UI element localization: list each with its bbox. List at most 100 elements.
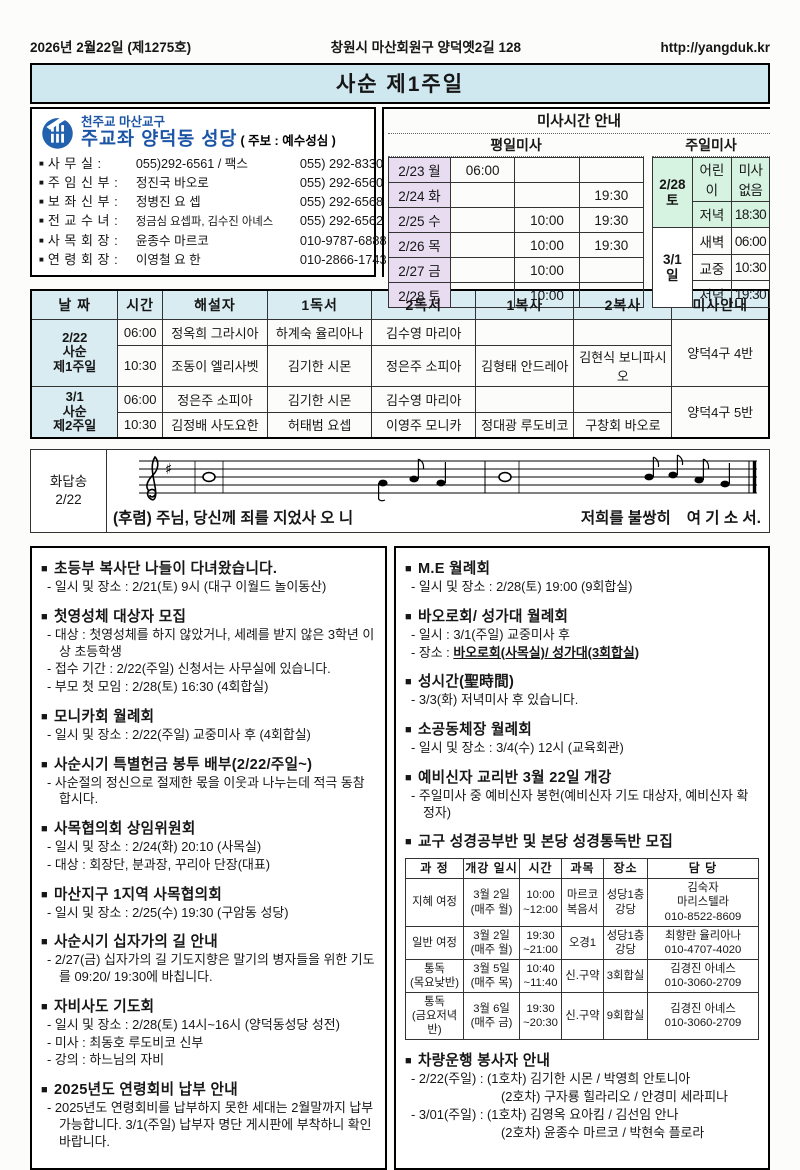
announcement-line: - 2025년도 연령회비를 납부하지 못한 세대는 2월말까지 납부 가능합니…	[47, 1100, 374, 1149]
weekday-time-cell: 10:00	[514, 207, 580, 233]
schedule-cell: 정대광 루도비코	[475, 411, 575, 439]
bible-cell: 통독 (목요낮반)	[405, 958, 464, 994]
weekday-mass-row: 2/25 수 10:00 19:30	[388, 207, 645, 233]
note-group-2	[644, 454, 731, 488]
bible-cell: 김경진 아녜스 010-3060-2709	[647, 958, 759, 994]
bible-column-header: 개강 일시	[463, 858, 520, 880]
bible-header-row: 과 정 개강 일시 시간 과목 장소 담 당	[405, 858, 759, 880]
bible-column-header: 시간	[519, 858, 562, 880]
weekday-mass-row: 2/23 월 06:00	[388, 157, 645, 183]
website-url[interactable]: http://yangduk.kr	[660, 40, 770, 55]
note-group-1	[378, 458, 446, 502]
announcement-title-text: 2025년도 연령회비 납부 안내	[53, 1082, 238, 1099]
bible-cell: 3회합실	[603, 958, 648, 994]
schedule-cell: 10:30	[117, 344, 163, 387]
announcements-right-column: ■ M.E 월례회 - 일시 및 장소 : 2/28(토) 19:00 (9회합실)…	[394, 546, 770, 1170]
sunday-mass-row: 저녁 18:30	[653, 200, 770, 229]
announcement-title: ■ 소공동체장 월례회	[405, 718, 759, 739]
schedule-cell: 정은주 소피아	[371, 344, 477, 387]
line-emphasis: 바오로회(사목실)/ 성가대(3회합실)	[453, 644, 640, 660]
schedule-cell: 이영주 모니카	[371, 411, 477, 439]
announcement-line: - 일시 및 장소 : 2/28(토) 19:00 (9회합실)	[411, 579, 633, 594]
schedule-cell: 김기한 시몬	[267, 385, 373, 413]
sunday-mass-name-cell: 어린이	[691, 157, 733, 202]
announcement-title: ■ M.E 월례회	[405, 557, 759, 578]
bible-cell: 3월 5일 (매주 목)	[463, 958, 520, 994]
psalm-box: 화답송 2/22 ♯	[30, 449, 770, 533]
bible-study-table: 과 정 개강 일시 시간 과목 장소 담 당 지혜 여정 3월 2일 (매주 월) 10:00 …	[405, 858, 759, 1041]
announcement-item: ■ 예비신자 교리반 3월 22일 개강 - 주일미사 중 예비신자 봉헌(예비신자…	[405, 766, 759, 822]
announcement-line: - 일시 및 장소 : 2/24(화) 20:10 (사목실)	[47, 839, 262, 855]
announcement-title-text: 차량운행 봉사자 안내	[417, 1053, 551, 1070]
announcement-item: ■ 모니카회 월례회 - 일시 및 장소 : 2/22(주일) 교중미사 후 (4회…	[41, 705, 376, 744]
announcement-item: ■ 사목협의회 상임위원회 - 일시 및 장소 : 2/24(화) 20:10 (사…	[41, 817, 376, 874]
announcement-title-text: 소공동체장 월례회	[417, 722, 533, 739]
announcement-line: - 대상 : 첫영성체를 하지 않았거나, 세례를 받지 않은 3학년 이상 초…	[47, 626, 375, 659]
sunday-mass-table: 주일미사 2/28 토 어린이 미사없음 저녁 18:30 3/1 일 새벽 06:00 교중 1…	[652, 134, 770, 308]
weekday-date-cell: 2/27 금	[388, 257, 451, 283]
announcement-item: ■ 바오로회/ 성가대 월례회 - 일시 : 3/1(주일) 교중미사 후 - 장소 …	[405, 605, 759, 662]
bullet-icon: ■	[41, 1084, 48, 1097]
announcement-title: ■ 자비사도 기도회	[41, 995, 376, 1016]
announcement-line: - 대상 : 회장단, 분과장, 꾸리아 단장(대표)	[47, 856, 271, 872]
contact-phone: 055) 292-6560	[299, 174, 384, 190]
bible-column-header: 과목	[561, 858, 604, 880]
announcement-line: - 3/3(화) 저녁미사 후 있습니다.	[411, 692, 579, 708]
bullet-icon: ■	[405, 836, 412, 849]
schedule-cell: 김정배 사도요한	[161, 411, 269, 439]
sunday-mass-name-cell: 교중	[691, 253, 733, 282]
contact-value: 이영철 요 한	[135, 253, 201, 268]
announcement-title-text: 바오로회/ 성가대 월례회	[417, 608, 569, 625]
weekday-mass-body: 2/23 월 06:00 2/24 화 19:30 2/25 수 10:00 19:30 2/…	[388, 157, 645, 308]
reciting-note-1	[194, 461, 224, 493]
weekday-time-cell: 10:00	[514, 232, 580, 258]
bible-cell: 신.구약	[561, 992, 604, 1041]
announcement-title: ■ 차량운행 봉사자 안내	[405, 1049, 759, 1070]
announcement-line: - 2/22(주일) : (1호차) 김기한 시몬 / 박영희 안토니아	[411, 1071, 691, 1087]
weekday-mass-row: 2/26 목 10:00 19:30	[388, 232, 645, 258]
contact-row: ■ 연 령 회 장 : 이영철 요 한 010-2866-1743	[39, 253, 387, 268]
bible-cell: 10:40 ~11:40	[519, 958, 562, 994]
bible-cell: 최향란 율리아나 010-4707-4020	[647, 925, 759, 960]
announcement-title: ■ 예비신자 교리반 3월 22일 개강	[405, 766, 759, 787]
schedule-cell: 김수영 마리아	[371, 318, 477, 346]
bullet-icon: ■	[405, 771, 412, 784]
schedule-cell: 조동이 엘리사벳	[161, 344, 269, 387]
announcement-title: ■ 초등부 복사단 나들이 다녀왔습니다.	[41, 557, 376, 578]
contact-phone: 055) 292-6568	[299, 194, 384, 210]
announcement-title-text: 초등부 복사단 나들이 다녀왔습니다.	[53, 561, 278, 577]
square-bullet-icon: ■	[39, 197, 44, 207]
sunday-mass-header: 주일미사	[652, 134, 770, 157]
schedule-cell: 김현식 보니파시오	[573, 344, 673, 387]
weekday-time-cell	[578, 157, 645, 183]
bible-cell: 김숙자 마리스텔라 010-8522-8609	[647, 878, 759, 927]
issue-date: 2026년 2월22일 (제1275호)	[30, 40, 192, 55]
contact-label: 보 좌 신 부 :	[47, 194, 119, 210]
announcement-title-text: 사순시기 십자가의 길 안내	[53, 934, 219, 951]
page-top-header: 2026년 2월22일 (제1275호) 창원시 마산회원구 양덕옛2길 128…	[30, 36, 770, 56]
sharp-sign-icon: ♯	[165, 460, 172, 478]
sunday-mass-time-cell: 06:00	[731, 227, 770, 255]
announcement-title: ■ 2025년도 연령회비 납부 안내	[41, 1078, 376, 1099]
bible-cell: 19:30 ~21:00	[519, 925, 562, 960]
schedule-cell: 06:00	[117, 385, 163, 413]
schedule-cell	[475, 385, 575, 413]
bullet-icon: ■	[405, 563, 412, 575]
announcement-title-text: 사순시기 특별헌금 봉투 배부(2/22/주일~)	[53, 756, 313, 773]
schedule-cell: 구창회 바오로	[573, 411, 673, 439]
contact-label: 전 교 수 녀 :	[47, 213, 119, 229]
bible-column-header: 담 당	[647, 858, 759, 880]
bible-cell: 김경진 아녜스 010-3060-2709	[647, 992, 759, 1041]
psalm-music: ♯	[107, 450, 769, 532]
announcement-title: ■ 사순시기 십자가의 길 안내	[41, 930, 376, 951]
announcement-item: ■ 사순시기 십자가의 길 안내 - 2/27(금) 십자가의 길 기도지향은 말기…	[41, 930, 376, 986]
schedule-cell: 정은주 소피아	[161, 385, 269, 413]
sunday-mass-time-cell: 미사없음	[731, 157, 770, 202]
bible-row: 지혜 여정 3월 2일 (매주 월) 10:00 ~12:00 마르코 복음서 성당1층…	[405, 878, 759, 927]
bullet-icon: ■	[41, 888, 48, 901]
announcement-line: - 강의 : 하느님의 자비	[47, 1052, 165, 1068]
diocese-logo-icon	[42, 115, 73, 149]
contact-value: 윤종수 마르코	[135, 234, 209, 249]
bullet-icon: ■	[405, 724, 412, 737]
music-staff-icon: ♯	[139, 454, 757, 502]
